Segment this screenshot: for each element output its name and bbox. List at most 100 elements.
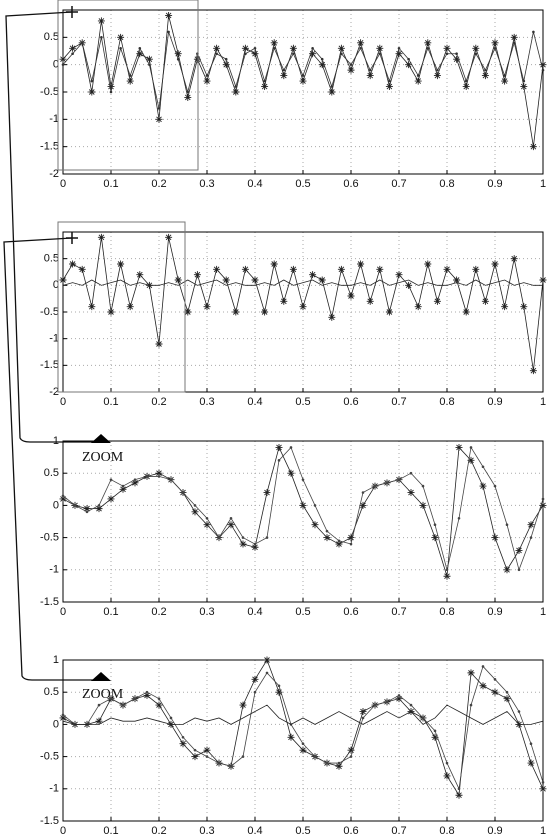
x-tick-label: 0.5 — [295, 396, 310, 408]
star-marker — [203, 77, 211, 85]
x-tick-label: 0.8 — [439, 825, 454, 835]
dot-marker — [229, 516, 233, 520]
star-marker — [405, 281, 413, 289]
dot-marker — [337, 539, 341, 543]
star-marker — [280, 72, 288, 80]
dot-marker — [503, 74, 506, 77]
star-marker — [88, 88, 96, 96]
star-marker — [328, 313, 336, 321]
star-marker — [95, 717, 103, 725]
dot-marker — [361, 491, 365, 494]
dot-marker — [253, 542, 257, 546]
y-tick-label: 0.5 — [44, 31, 59, 43]
star-marker — [347, 66, 355, 74]
star-marker — [119, 485, 127, 493]
star-marker — [241, 265, 249, 273]
star-marker — [539, 785, 547, 793]
dot-marker — [359, 46, 362, 50]
dot-marker — [517, 710, 521, 713]
star-marker — [407, 489, 415, 497]
y-tick-label: 0 — [53, 718, 59, 730]
x-tick-label: 0.9 — [487, 825, 502, 835]
star-marker — [287, 469, 295, 477]
star-marker — [467, 669, 475, 677]
star-marker — [510, 33, 518, 41]
dot-marker — [409, 703, 413, 707]
x-tick-label: 0.4 — [247, 396, 262, 408]
dot-marker — [265, 671, 269, 675]
star-marker — [527, 521, 535, 529]
star-marker — [443, 772, 451, 780]
star-marker — [366, 297, 374, 305]
star-marker — [275, 443, 283, 451]
x-tick-label: 0.3 — [199, 825, 214, 835]
x-tick-label: 0.2 — [151, 606, 166, 618]
star-marker — [405, 61, 413, 69]
star-marker — [472, 44, 480, 52]
y-tick-label: 0 — [53, 499, 59, 511]
star-marker — [261, 308, 269, 316]
star-marker — [143, 691, 151, 699]
x-tick-label: 0.5 — [295, 178, 310, 190]
star-marker — [455, 443, 463, 451]
star-marker — [174, 50, 182, 58]
star-marker — [59, 55, 67, 63]
star-marker — [191, 508, 199, 516]
dot-marker — [457, 787, 461, 791]
star-marker — [443, 572, 451, 580]
star-marker — [419, 501, 427, 509]
dot-marker — [337, 761, 341, 765]
star-marker — [126, 77, 134, 85]
dot-marker — [311, 46, 314, 50]
star-marker — [270, 260, 278, 268]
star-marker — [136, 271, 144, 279]
star-marker — [385, 83, 393, 91]
star-marker — [117, 260, 125, 268]
dot-marker — [325, 761, 329, 765]
star-marker — [227, 521, 235, 529]
dot-marker — [282, 68, 286, 72]
plot: 0 0.1 0.2 0.3 0.4 0.5 0.6 0.7 0.8 0.9 1 -2 -1.5 -1 -0.… — [40, 231, 547, 408]
dot-marker — [397, 694, 401, 697]
star-marker — [165, 11, 173, 19]
y-tick-label: 1 — [53, 435, 59, 447]
dot-marker — [421, 716, 425, 720]
star-marker — [335, 540, 343, 548]
plot: 0 0.1 0.2 0.3 0.4 0.5 0.6 0.7 0.8 0.9 1 -1.5 -1 -0.5 0… — [40, 654, 547, 835]
dot-marker — [433, 729, 437, 733]
dot-marker — [325, 529, 329, 533]
x-tick-label: 1 — [540, 396, 546, 408]
x-tick-label: 0.6 — [343, 606, 358, 618]
x-tick-label: 0.7 — [391, 396, 406, 408]
star-marker — [222, 61, 230, 69]
dot-marker — [349, 63, 353, 66]
x-tick-label: 0.7 — [391, 606, 406, 618]
dot-marker — [121, 703, 125, 707]
x-tick-label: 0.7 — [391, 178, 406, 190]
star-marker — [213, 265, 221, 273]
star-marker — [179, 740, 187, 748]
dot-marker — [481, 465, 485, 469]
x-tick-label: 0.2 — [151, 178, 166, 190]
star-marker — [510, 255, 518, 263]
dot-marker — [313, 755, 317, 758]
star-marker — [174, 276, 182, 284]
dot-marker — [541, 781, 545, 784]
x-tick-label: 0.2 — [151, 825, 166, 835]
x-tick-label: 0.9 — [487, 396, 502, 408]
y-tick-label: -1.5 — [40, 596, 59, 608]
star-marker — [453, 276, 461, 284]
star-marker — [366, 72, 374, 80]
star-marker — [539, 501, 547, 509]
star-marker — [539, 61, 547, 69]
dot-marker — [445, 568, 449, 572]
zoom-arrow — [91, 672, 111, 681]
dot-marker — [193, 748, 197, 752]
dot-marker — [109, 697, 113, 700]
star-marker — [97, 233, 105, 241]
dot-marker — [61, 713, 65, 717]
dot-marker — [385, 700, 389, 704]
star-marker — [59, 276, 67, 284]
dot-marker — [181, 491, 185, 494]
